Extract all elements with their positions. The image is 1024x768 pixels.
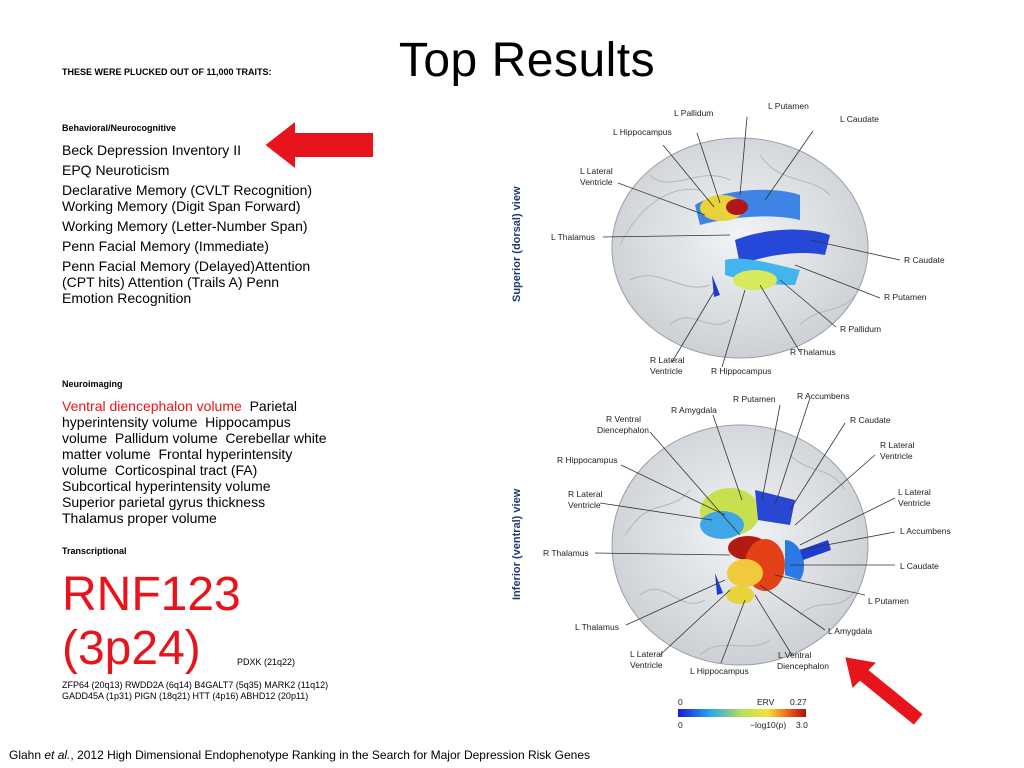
label-r-ventral: R Ventral — [606, 414, 641, 424]
top-gene-name: RNF123 — [62, 568, 241, 621]
trait-item: Penn Facial Memory (Delayed)Attention (C… — [62, 258, 311, 306]
label-r-thalamus: R Thalamus — [543, 548, 589, 558]
behavioral-section: Behavioral/Neurocognitive Beck Depressio… — [62, 120, 330, 310]
label-l-hippocampus: L Hippocampus — [690, 666, 749, 676]
highlighted-trait: Ventral diencephalon volume — [62, 398, 242, 414]
trait-item: Penn Facial Memory (Immediate) — [62, 238, 269, 254]
scale-max: 0.27 — [790, 697, 807, 707]
label-l-thalamus: L Thalamus — [575, 622, 619, 632]
label-l-lateral: L Lateral — [580, 166, 613, 176]
ventral-brain — [611, 424, 869, 666]
scale-label-2: −log10(p) — [750, 720, 786, 730]
label-l-lateral: L Lateral — [898, 487, 931, 497]
citation-author: Glahn — [9, 748, 45, 762]
neuroimaging-heading: Neuroimaging — [62, 379, 123, 389]
label-l-caudate: L Caudate — [840, 114, 879, 124]
dorsal-brain — [611, 137, 869, 359]
neuroimaging-text: Ventral diencephalon volume Parietal hyp… — [62, 398, 330, 526]
label-r-hippocampus: R Hippocampus — [711, 366, 771, 376]
label-r-ventral-diencephalon: Diencephalon — [597, 425, 649, 435]
neuroimaging-traits: Parietal hyperintensity volume Hippocamp… — [62, 398, 331, 526]
label-r-amygdala: R Amygdala — [671, 405, 717, 415]
secondary-gene: PDXK (21q22) — [237, 657, 296, 667]
other-genes: ZFP64 (20q13) RWDD2A (6q14) B4GALT7 (5q3… — [62, 680, 329, 701]
top-gene: RNF123 (3p24) — [62, 568, 241, 676]
label-r-lateral-b: R Lateral — [568, 489, 603, 499]
label-l-lateral-ventricle: Ventricle — [898, 498, 931, 508]
ventral-leader-lines — [594, 397, 896, 664]
neuroimaging-section: Neuroimaging Ventral diencephalon volume… — [62, 376, 330, 530]
label-r-thalamus: R Thalamus — [790, 347, 836, 357]
page-title: Top Results — [398, 34, 656, 87]
label-l-lateral-b: L Lateral — [630, 649, 663, 659]
label-r-lateral: R Lateral — [650, 355, 685, 365]
scale-min: 0 — [678, 697, 683, 707]
trait-item: EPQ Neuroticism — [62, 162, 170, 178]
dorsal-view-label: Superior (dorsal) view — [511, 186, 523, 302]
transcriptional-heading: Transcriptional — [62, 546, 127, 556]
label-l-putamen: L Putamen — [768, 101, 809, 111]
label-l-accumbens: L Accumbens — [900, 526, 951, 536]
top-gene-locus: (3p24) — [62, 622, 201, 675]
ventral-labels: R Putamen R Accumbens R Amygdala R Ventr… — [543, 391, 951, 676]
citation-text: , 2012 High Dimensional Endophenotype Ra… — [70, 748, 590, 762]
label-r-lateral-ventricle: Ventricle — [650, 366, 683, 376]
label-r-lateral-a: R Lateral — [880, 440, 915, 450]
label-l-thalamus: L Thalamus — [551, 232, 595, 242]
ventral-view-label: Inferior (ventral) view — [511, 488, 523, 600]
label-l-amygdala: L Amygdala — [828, 626, 872, 636]
trait-item: Beck Depression Inventory II — [62, 142, 241, 158]
label-l-putamen: L Putamen — [868, 596, 909, 606]
label-r-putamen: R Putamen — [733, 394, 776, 404]
label-r-caudate: R Caudate — [850, 415, 891, 425]
intro-note: THESE WERE PLUCKED OUT OF 11,000 TRAITS: — [62, 67, 272, 77]
scale-max-2: 3.0 — [796, 720, 808, 730]
label-r-lateral-b-ventricle: Ventricle — [568, 500, 601, 510]
scale-min-2: 0 — [678, 720, 683, 730]
label-l-pallidum: L Pallidum — [674, 108, 713, 118]
trait-item: Declarative Memory (CVLT Recognition) Wo… — [62, 182, 313, 214]
red-arrow-diagonal-icon — [842, 654, 926, 728]
label-l-lateral-ventricle: Ventricle — [580, 177, 613, 187]
label-r-hippocampus: R Hippocampus — [557, 455, 617, 465]
label-l-hippocampus: L Hippocampus — [613, 127, 672, 137]
label-r-accumbens: R Accumbens — [797, 391, 849, 401]
citation: Glahn et al., 2012 High Dimensional Endo… — [9, 748, 590, 762]
label-l-lateral-b-ventricle: Ventricle — [630, 660, 663, 670]
label-l-caudate: L Caudate — [900, 561, 939, 571]
behavioral-heading: Behavioral/Neurocognitive — [62, 123, 177, 133]
citation-etal: et al. — [44, 748, 71, 762]
label-r-lateral-a-ventricle: Ventricle — [880, 451, 913, 461]
dorsal-labels: L Pallidum L Putamen L Hippocampus L Cau… — [551, 101, 945, 376]
trait-item: Working Memory (Letter-Number Span) — [62, 218, 308, 234]
color-scale: 0 ERV 0.27 0 −log10(p) 3.0 — [678, 697, 808, 730]
label-l-ventral-diencephalon: Diencephalon — [777, 661, 829, 671]
scale-label: ERV — [757, 697, 775, 707]
red-arrow-left-icon — [262, 118, 375, 172]
dorsal-leader-lines — [602, 116, 901, 368]
brain-figure: L Pallidum L Putamen L Hippocampus L Cau… — [511, 101, 951, 730]
label-l-ventral: L Ventral — [778, 650, 811, 660]
label-r-caudate: R Caudate — [904, 255, 945, 265]
label-r-pallidum: R Pallidum — [840, 324, 881, 334]
label-r-putamen: R Putamen — [884, 292, 927, 302]
